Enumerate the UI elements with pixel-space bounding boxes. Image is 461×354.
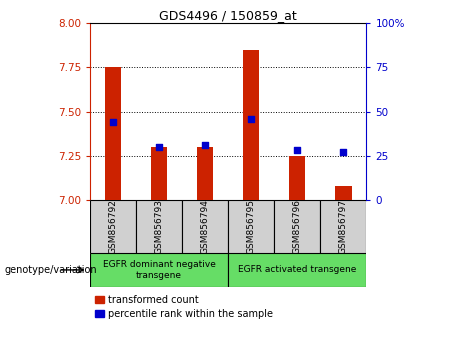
Text: GSM856794: GSM856794	[201, 199, 210, 254]
Point	[248, 116, 255, 121]
Bar	[320, 200, 366, 253]
Bar	[290, 156, 305, 200]
Text: GSM856792: GSM856792	[108, 199, 118, 254]
Title: GDS4496 / 150859_at: GDS4496 / 150859_at	[160, 9, 297, 22]
Legend: transformed count, percentile rank within the sample: transformed count, percentile rank withi…	[95, 295, 273, 319]
Text: GSM856796: GSM856796	[293, 199, 302, 254]
Point	[155, 144, 163, 150]
Bar	[197, 147, 213, 200]
Text: genotype/variation: genotype/variation	[5, 265, 97, 275]
Text: GSM856793: GSM856793	[154, 199, 164, 254]
Bar	[228, 253, 366, 287]
Point	[109, 119, 117, 125]
Bar	[136, 200, 182, 253]
Text: EGFR dominant negative
transgene: EGFR dominant negative transgene	[103, 260, 215, 280]
Text: GSM856795: GSM856795	[247, 199, 256, 254]
Bar	[105, 67, 121, 200]
Point	[340, 149, 347, 155]
Bar	[274, 200, 320, 253]
Point	[294, 148, 301, 153]
Point	[201, 142, 209, 148]
Bar	[90, 200, 136, 253]
Bar	[335, 186, 351, 200]
Bar	[182, 200, 228, 253]
Bar	[228, 200, 274, 253]
Text: EGFR activated transgene: EGFR activated transgene	[238, 266, 356, 274]
Bar	[151, 147, 167, 200]
Text: GSM856797: GSM856797	[339, 199, 348, 254]
Bar	[243, 50, 259, 200]
Bar	[90, 253, 228, 287]
